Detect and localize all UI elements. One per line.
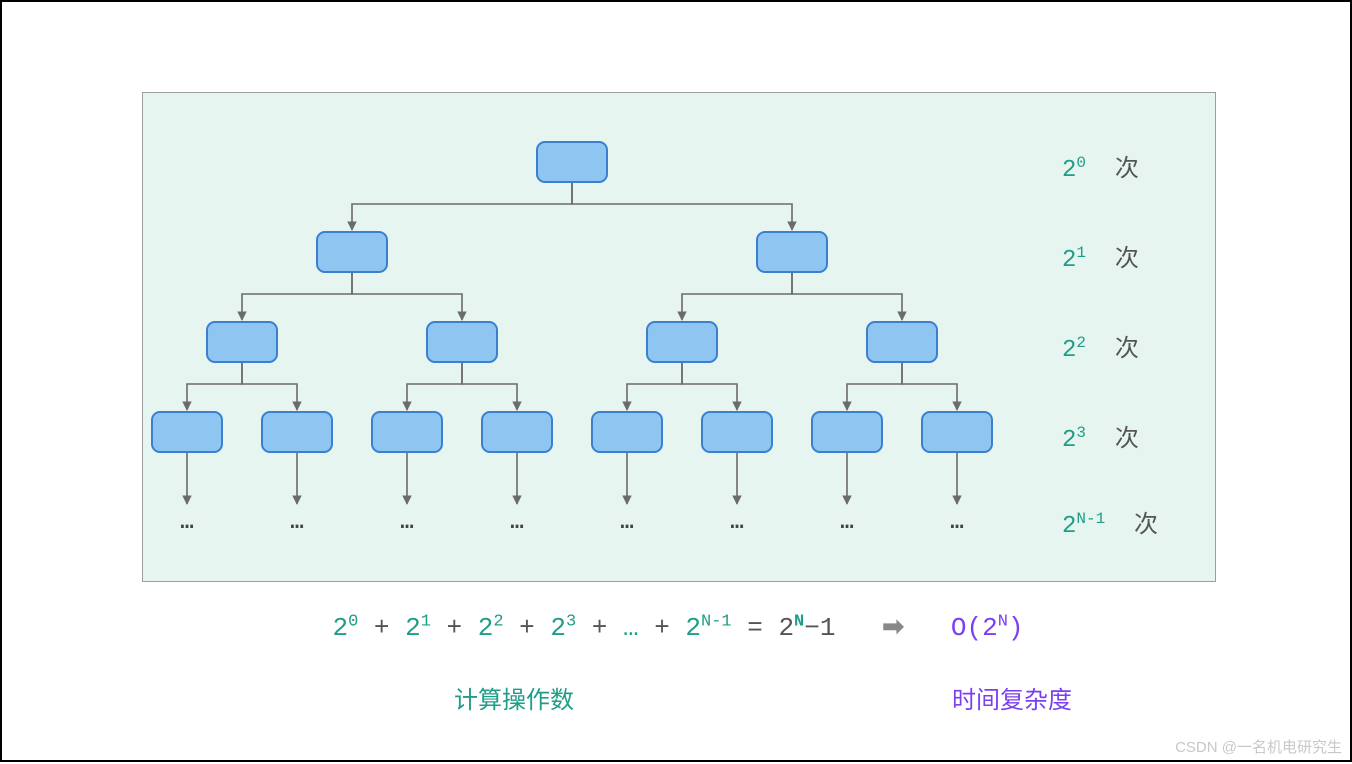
watermark: CSDN @一名机电研究生 — [1175, 736, 1342, 757]
caption-ops: 计算操作数 — [454, 680, 574, 716]
svg-text:…: … — [840, 510, 853, 535]
caption-complexity: 时间复杂度 — [952, 680, 1072, 716]
frame: … … … … … … … … 20 次 21 次 22 次 23 次 2N-1 次 20 + 21 … — [0, 0, 1352, 762]
svg-text:…: … — [400, 510, 413, 535]
formula-row: 20 + 21 + 22 + 23 + … + 2N-1 = 2N−1 ➡ O(… — [2, 612, 1352, 643]
svg-text:…: … — [510, 510, 523, 535]
level-label: 22 次 — [1062, 328, 1139, 364]
level-label: 20 次 — [1062, 148, 1139, 184]
level-label: 23 次 — [1062, 418, 1139, 454]
svg-text:…: … — [180, 510, 193, 535]
svg-text:…: … — [950, 510, 963, 535]
svg-text:…: … — [620, 510, 633, 535]
tree-svg: … … … … … … … … — [2, 2, 1352, 764]
svg-text:…: … — [730, 510, 743, 535]
svg-text:…: … — [290, 510, 303, 535]
level-label: 2N-1 次 — [1062, 504, 1158, 540]
level-label: 21 次 — [1062, 238, 1139, 274]
